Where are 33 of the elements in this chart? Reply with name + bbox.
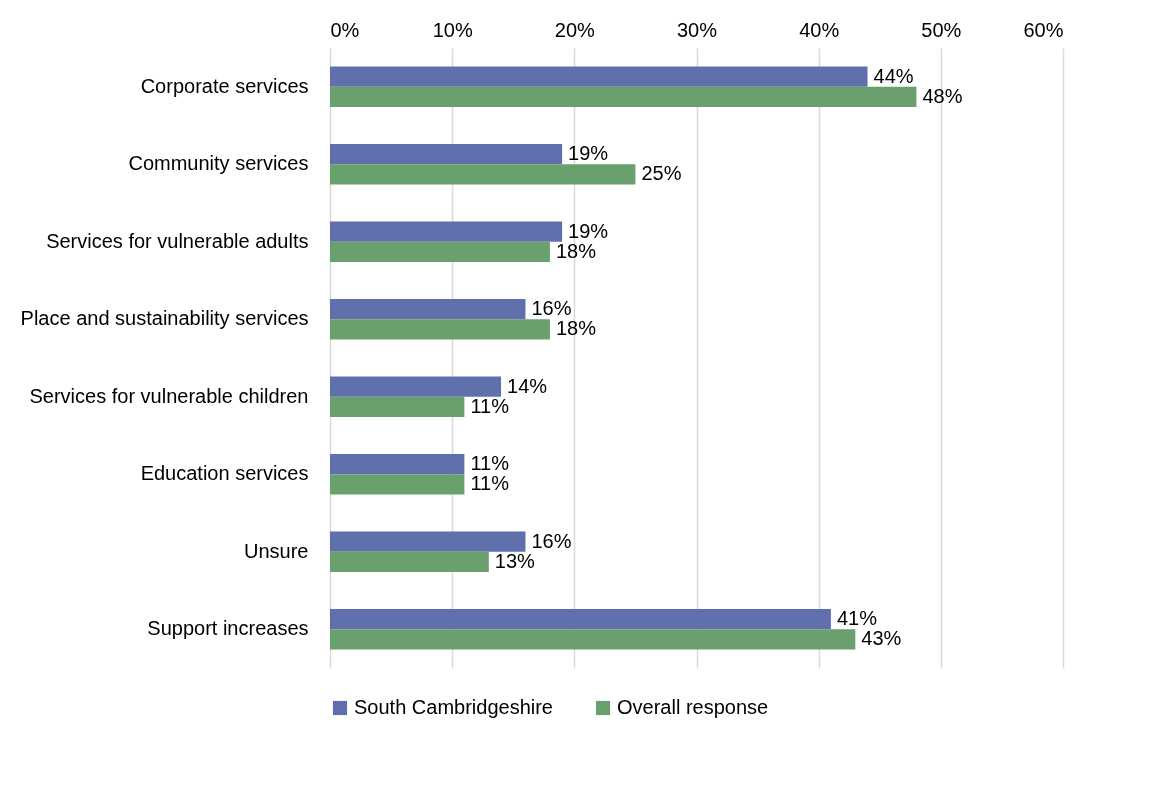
data-label: 16% — [531, 529, 572, 552]
data-label: 13% — [494, 549, 536, 572]
data-label: 41% — [836, 607, 878, 630]
y-tick-label: Community services — [128, 152, 309, 175]
x-tick-label: 20% — [554, 18, 596, 41]
data-label: 11% — [470, 394, 510, 417]
data-label: 25% — [641, 162, 682, 185]
data-label: 18% — [555, 239, 597, 262]
data-label: 19% — [568, 219, 609, 242]
legend-label: Overall response — [617, 696, 769, 718]
x-tick-label: 60% — [1023, 18, 1064, 41]
y-tick-label: Services for vulnerable adults — [46, 229, 309, 252]
x-tick-label: 10% — [432, 18, 473, 41]
y-tick-label: Corporate services — [140, 74, 309, 97]
data-label: 44% — [873, 64, 914, 87]
x-tick-label: 40% — [799, 18, 840, 41]
x-tick-label: 30% — [676, 18, 718, 41]
y-tick-label: Support increases — [147, 617, 309, 640]
data-label: 18% — [555, 317, 597, 340]
data-label: 16% — [531, 297, 572, 320]
legend-label: South Cambridgeshire — [354, 696, 553, 718]
data-label: 11% — [470, 452, 510, 475]
data-label: 11% — [470, 472, 510, 495]
data-label: 14% — [507, 374, 548, 397]
y-tick-label: Education services — [140, 462, 309, 485]
data-label: 19% — [568, 142, 609, 165]
data-label: 43% — [861, 627, 902, 650]
x-tick-label: 0% — [330, 18, 360, 41]
y-tick-label: Place and sustainability services — [20, 307, 309, 330]
y-tick-label: Unsure — [244, 539, 309, 562]
x-tick-label: 50% — [921, 18, 962, 41]
data-label: 48% — [922, 84, 963, 107]
y-tick-label: Services for vulnerable children — [29, 384, 309, 407]
